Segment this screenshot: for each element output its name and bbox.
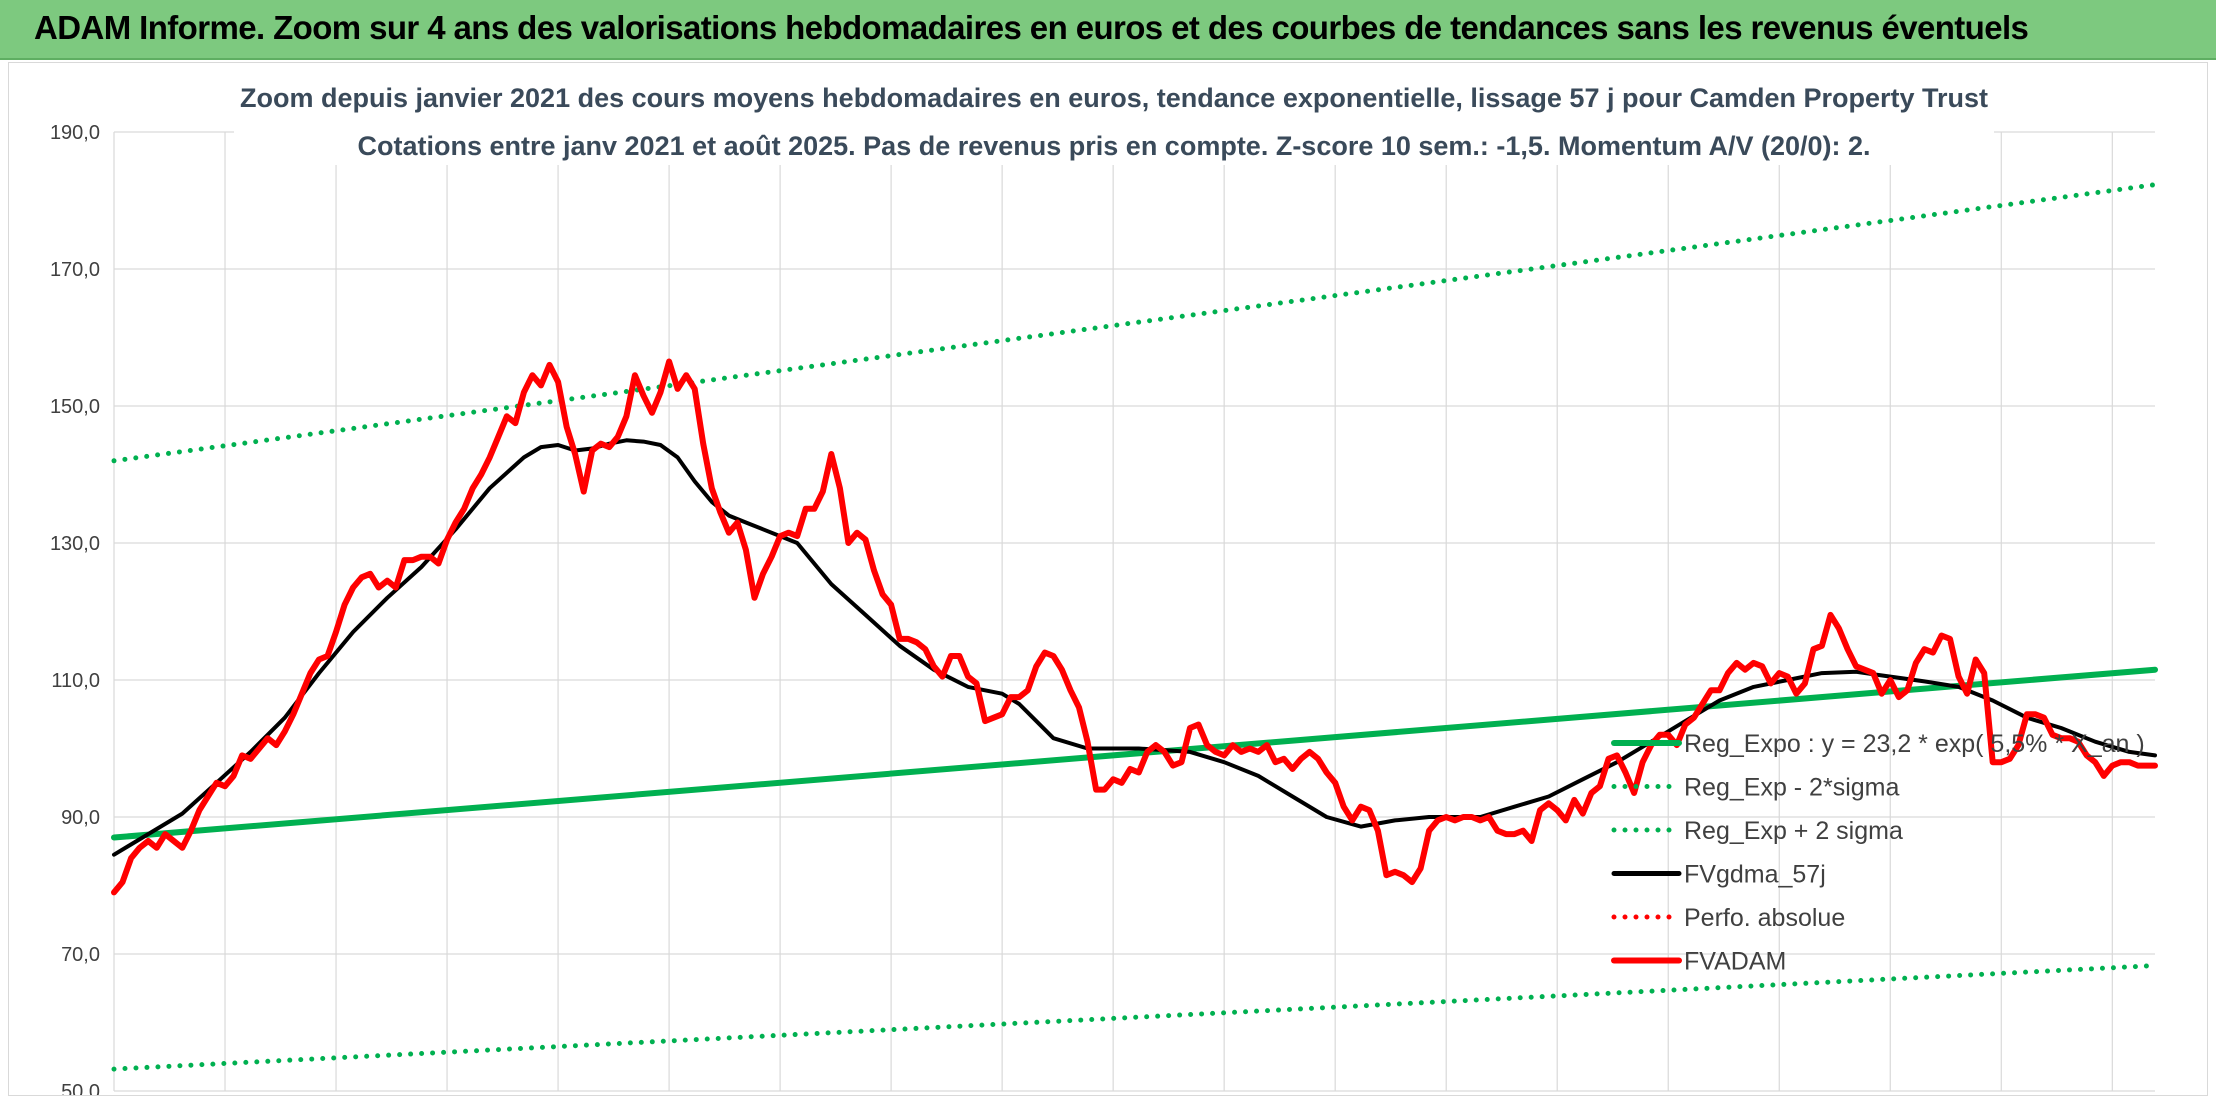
grid-layer <box>113 131 2155 1092</box>
axis-layer: 50,070,090,0110,0130,0150,0170,0190,0202… <box>50 122 100 1095</box>
series-line <box>111 182 2158 464</box>
series-line <box>111 666 2158 841</box>
series-line <box>111 963 2158 1072</box>
y-tick-label: 170,0 <box>50 259 100 281</box>
legend-label: Reg_Exp + 2 sigma <box>1684 817 1903 845</box>
legend-label: FVgdma_57j <box>1684 861 1826 889</box>
y-tick-label: 50,0 <box>61 1081 100 1095</box>
y-tick-label: 190,0 <box>50 122 100 144</box>
chart-title-line: Zoom depuis janvier 2021 des cours moyen… <box>240 83 1988 113</box>
chart-title-backing <box>233 79 1995 165</box>
legend: Reg_Expo : y = 23,2 * exp( 5,5% * X_an )… <box>1611 730 2145 976</box>
legend-label: Reg_Expo : y = 23,2 * exp( 5,5% * X_an ) <box>1684 730 2145 758</box>
chart-title-line: Cotations entre janv 2021 et août 2025. … <box>357 131 1870 161</box>
y-tick-label: 110,0 <box>51 670 100 692</box>
chart-title: Zoom depuis janvier 2021 des cours moyen… <box>233 79 1995 165</box>
chart-frame: 50,070,090,0110,0130,0150,0170,0190,0202… <box>8 62 2208 1096</box>
y-tick-label: 70,0 <box>61 944 100 966</box>
legend-label: Reg_Exp - 2*sigma <box>1684 774 1899 802</box>
header-banner: ADAM Informe. Zoom sur 4 ans des valoris… <box>0 0 2216 60</box>
y-tick-label: 150,0 <box>50 396 100 418</box>
chart-svg: 50,070,090,0110,0130,0150,0170,0190,0202… <box>50 79 2158 1095</box>
series-layer <box>111 182 2158 1072</box>
series-line <box>111 358 2158 896</box>
legend-label: FVADAM <box>1684 948 1786 976</box>
legend-label: Perfo. absolue <box>1684 904 1845 932</box>
page-title: ADAM Informe. Zoom sur 4 ans des valoris… <box>34 9 2029 46</box>
y-tick-label: 130,0 <box>50 533 100 555</box>
y-tick-label: 90,0 <box>61 807 100 829</box>
